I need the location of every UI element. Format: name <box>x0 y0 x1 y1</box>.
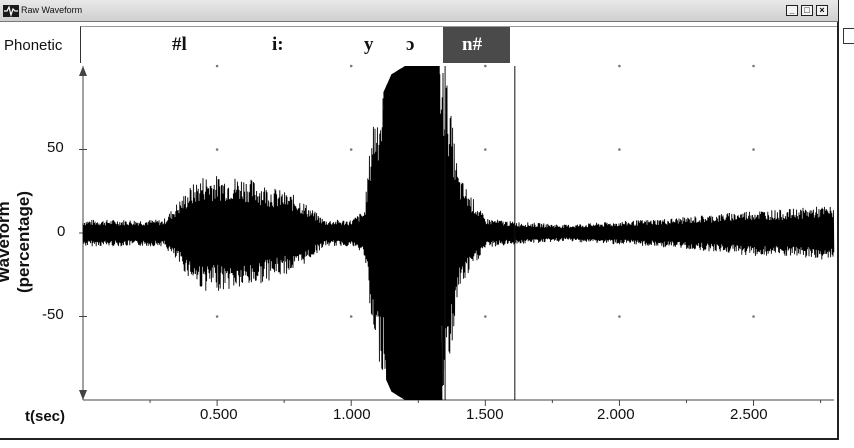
grid-dot <box>349 315 353 318</box>
maximize-icon: □ <box>804 5 810 15</box>
y-axis-arrow-down <box>79 390 87 400</box>
x-tick-label: 2.000 <box>597 406 635 423</box>
grid-dot <box>215 64 219 68</box>
x-tick-label: 1.000 <box>333 406 371 423</box>
close-button[interactable]: × <box>816 5 828 16</box>
grid-dot <box>752 64 755 68</box>
grid-dot <box>484 148 487 151</box>
phonetic-segment[interactable]: ɔ <box>406 34 415 55</box>
phonetic-label: Phonetic <box>4 37 63 54</box>
x-tick-label: 2.500 <box>730 406 768 423</box>
window-title: Raw Waveform <box>21 5 83 15</box>
waveform-icon <box>3 5 19 17</box>
waveform-window: Raw Waveform _ □ × Phonetic #l i: y ɔ n#… <box>0 0 839 440</box>
grid-dot <box>618 148 621 151</box>
adjacent-window-edge <box>843 28 854 44</box>
selected-segment-highlight[interactable] <box>443 27 510 63</box>
x-tick-label: 0.500 <box>200 406 238 423</box>
y-tick-label: 0 <box>57 223 66 240</box>
grid-dot <box>618 315 621 318</box>
grid-dot <box>215 315 219 318</box>
grid-dot <box>484 64 487 68</box>
waveform-series-line <box>82 66 835 398</box>
title-bar[interactable]: Raw Waveform _ □ × <box>0 0 838 22</box>
maximize-button[interactable]: □ <box>801 5 813 16</box>
phonetic-segment[interactable]: y <box>364 34 374 55</box>
grid-dot <box>484 315 487 318</box>
minimize-icon: _ <box>789 5 795 15</box>
grid-dot <box>618 64 621 68</box>
x-axis-label: t(sec) <box>25 408 66 425</box>
grid-dot <box>215 148 219 151</box>
y-tick-label: -50 <box>42 306 64 323</box>
phonetic-segment-selected[interactable]: n# <box>462 34 483 55</box>
grid-dot <box>349 148 353 151</box>
grid-dot <box>349 64 353 68</box>
minimize-button[interactable]: _ <box>786 5 798 16</box>
close-icon: × <box>819 5 825 15</box>
x-tick-label: 1.500 <box>466 406 504 423</box>
waveform-peak-fill <box>383 66 443 400</box>
phonetic-segment[interactable]: #l <box>172 34 187 55</box>
phonetic-segment[interactable]: i: <box>272 34 284 55</box>
y-tick-label: 50 <box>47 139 64 156</box>
y-axis-arrow-up <box>79 66 87 76</box>
grid-dot <box>752 315 755 318</box>
grid-dot <box>752 148 755 151</box>
